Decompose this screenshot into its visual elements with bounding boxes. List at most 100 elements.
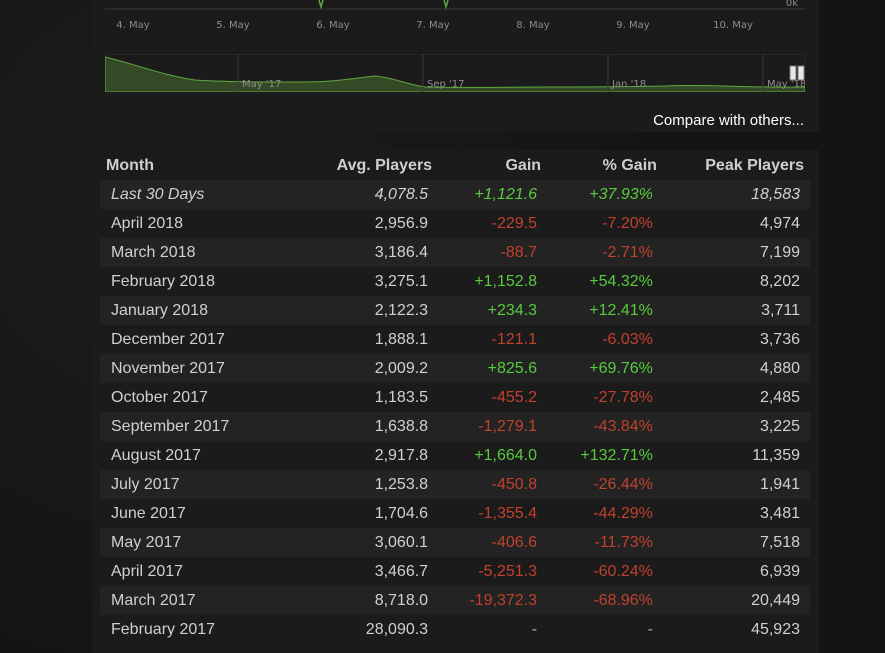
cell-avg-players: 2,009.2 (295, 354, 439, 383)
cell-peak-players: 3,225 (662, 412, 810, 441)
cell-peak-players: 6,939 (662, 557, 810, 586)
cell-avg-players: 1,638.8 (295, 412, 439, 441)
cell-gain: -450.8 (438, 470, 548, 499)
navigator-tick-label: Jan '18 (611, 79, 646, 90)
cell-peak-players: 3,481 (662, 499, 810, 528)
cell-month: November 2017 (100, 354, 296, 383)
cell-gain: -406.6 (438, 528, 548, 557)
header-peak-players[interactable]: Peak Players (705, 157, 804, 174)
player-count-chart[interactable]: 0k 4. May 5. May 6. May 7. May 8. May 9. May 1… (105, 0, 805, 36)
cell-month: December 2017 (100, 325, 296, 354)
x-axis-tick-label: 5. May (216, 20, 249, 31)
cell-month: January 2018 (100, 296, 296, 325)
table-body: Last 30 Days 4,078.5 +1,121.6 +37.93% 18,583… (100, 180, 810, 644)
navigator-tick-label: May '18 (767, 79, 805, 90)
navigator-tick-label: May '17 (242, 79, 281, 90)
cell-gain: -5,251.3 (438, 557, 548, 586)
cell-gain: -1,279.1 (438, 412, 548, 441)
cell-percent-gain: -43.84% (547, 412, 663, 441)
x-axis-tick-label: 8. May (516, 20, 549, 31)
table-row: August 2017 2,917.8 +1,664.0 +132.71% 11,359 (100, 441, 810, 470)
cell-peak-players: 11,359 (662, 441, 810, 470)
table-row: December 2017 1,888.1 -121.1 -6.03% 3,736 (100, 325, 810, 354)
chart-series-line (443, 0, 449, 10)
cell-month: August 2017 (100, 441, 296, 470)
navigator-handle-right[interactable] (797, 65, 805, 81)
table-row: November 2017 2,009.2 +825.6 +69.76% 4,880 (100, 354, 810, 383)
cell-percent-gain: +12.41% (547, 296, 663, 325)
cell-peak-players: 1,941 (662, 470, 810, 499)
x-axis-tick-label: 6. May (316, 20, 349, 31)
table-row: February 2018 3,275.1 +1,152.8 +54.32% 8,202 (100, 267, 810, 296)
cell-month: February 2017 (100, 615, 296, 644)
cell-percent-gain: -68.96% (547, 586, 663, 615)
cell-gain: +234.3 (438, 296, 548, 325)
cell-avg-players: 8,718.0 (295, 586, 439, 615)
cell-percent-gain: -60.24% (547, 557, 663, 586)
cell-percent-gain: -11.73% (547, 528, 663, 557)
cell-avg-players: 2,917.8 (295, 441, 439, 470)
cell-avg-players: 4,078.5 (295, 180, 439, 209)
cell-avg-players: 1,704.6 (295, 499, 439, 528)
cell-percent-gain: -7.20% (547, 209, 663, 238)
cell-month: March 2018 (100, 238, 296, 267)
cell-percent-gain: -26.44% (547, 470, 663, 499)
cell-gain: - (438, 615, 548, 644)
cell-avg-players: 2,122.3 (295, 296, 439, 325)
table-row: February 2017 28,090.3- -45,923 (100, 615, 810, 644)
cell-peak-players: 2,485 (662, 383, 810, 412)
navigator-handle-left[interactable] (789, 65, 797, 81)
cell-peak-players: 20,449 (662, 586, 810, 615)
table-row: October 2017 1,183.5 -455.2 -27.78% 2,485 (100, 383, 810, 412)
navigator-chart[interactable]: May '17 Sep '17 Jan '18 May '18 (105, 54, 805, 92)
cell-percent-gain: -27.78% (547, 383, 663, 412)
cell-gain: -121.1 (438, 325, 548, 354)
cell-peak-players: 18,583 (662, 180, 810, 209)
cell-peak-players: 7,199 (662, 238, 810, 267)
cell-peak-players: 4,880 (662, 354, 810, 383)
y-axis-label: 0k (786, 0, 798, 9)
table-row: April 2017 3,466.7 -5,251.3 -60.24% 6,939 (100, 557, 810, 586)
cell-gain: -455.2 (438, 383, 548, 412)
cell-gain: +1,664.0 (438, 441, 548, 470)
table-row: May 2017 3,060.1 -406.6 -11.73% 7,518 (100, 528, 810, 557)
cell-avg-players: 2,956.9 (295, 209, 439, 238)
table-row: March 2017 8,718.0 -19,372.3 -68.96% 20,449 (100, 586, 810, 615)
cell-peak-players: 3,711 (662, 296, 810, 325)
x-axis-tick-label: 10. May (713, 20, 753, 31)
cell-avg-players: 1,183.5 (295, 383, 439, 412)
header-percent-gain[interactable]: % Gain (602, 157, 657, 174)
compare-with-others-link[interactable]: Compare with others... (653, 112, 804, 129)
cell-gain: +1,121.6 (438, 180, 548, 209)
cell-avg-players: 28,090.3 (295, 615, 439, 644)
header-avg-players[interactable]: Avg. Players (336, 157, 433, 174)
header-month[interactable]: Month (106, 157, 154, 174)
cell-percent-gain: +69.76% (547, 354, 663, 383)
cell-percent-gain: -44.29% (547, 499, 663, 528)
table-row: March 2018 3,186.4 -88.7 -2.71% 7,199 (100, 238, 810, 267)
cell-avg-players: 3,275.1 (295, 267, 439, 296)
cell-month: Last 30 Days (100, 180, 296, 209)
monthly-players-table: Month Avg. Players Gain % Gain Peak Play… (100, 152, 810, 644)
x-axis-ticks: 4. May 5. May 6. May 7. May 8. May 9. May 10. … (116, 20, 753, 31)
x-axis-tick-label: 9. May (616, 20, 649, 31)
cell-peak-players: 45,923 (662, 615, 810, 644)
x-axis-tick-label: 7. May (416, 20, 449, 31)
cell-avg-players: 3,186.4 (295, 238, 439, 267)
cell-month: April 2017 (100, 557, 296, 586)
cell-percent-gain: +132.71% (547, 441, 663, 470)
cell-month: June 2017 (100, 499, 296, 528)
cell-gain: -19,372.3 (438, 586, 548, 615)
cell-month: April 2018 (100, 209, 296, 238)
cell-month: March 2017 (100, 586, 296, 615)
cell-peak-players: 3,736 (662, 325, 810, 354)
cell-percent-gain: -6.03% (547, 325, 663, 354)
header-gain[interactable]: Gain (505, 157, 542, 174)
cell-gain: -88.7 (438, 238, 548, 267)
cell-peak-players: 4,974 (662, 209, 810, 238)
table-row: July 2017 1,253.8 -450.8 -26.44% 1,941 (100, 470, 810, 499)
cell-gain: +825.6 (438, 354, 548, 383)
cell-peak-players: 7,518 (662, 528, 810, 557)
navigator-series-area (105, 56, 805, 92)
cell-avg-players: 3,060.1 (295, 528, 439, 557)
